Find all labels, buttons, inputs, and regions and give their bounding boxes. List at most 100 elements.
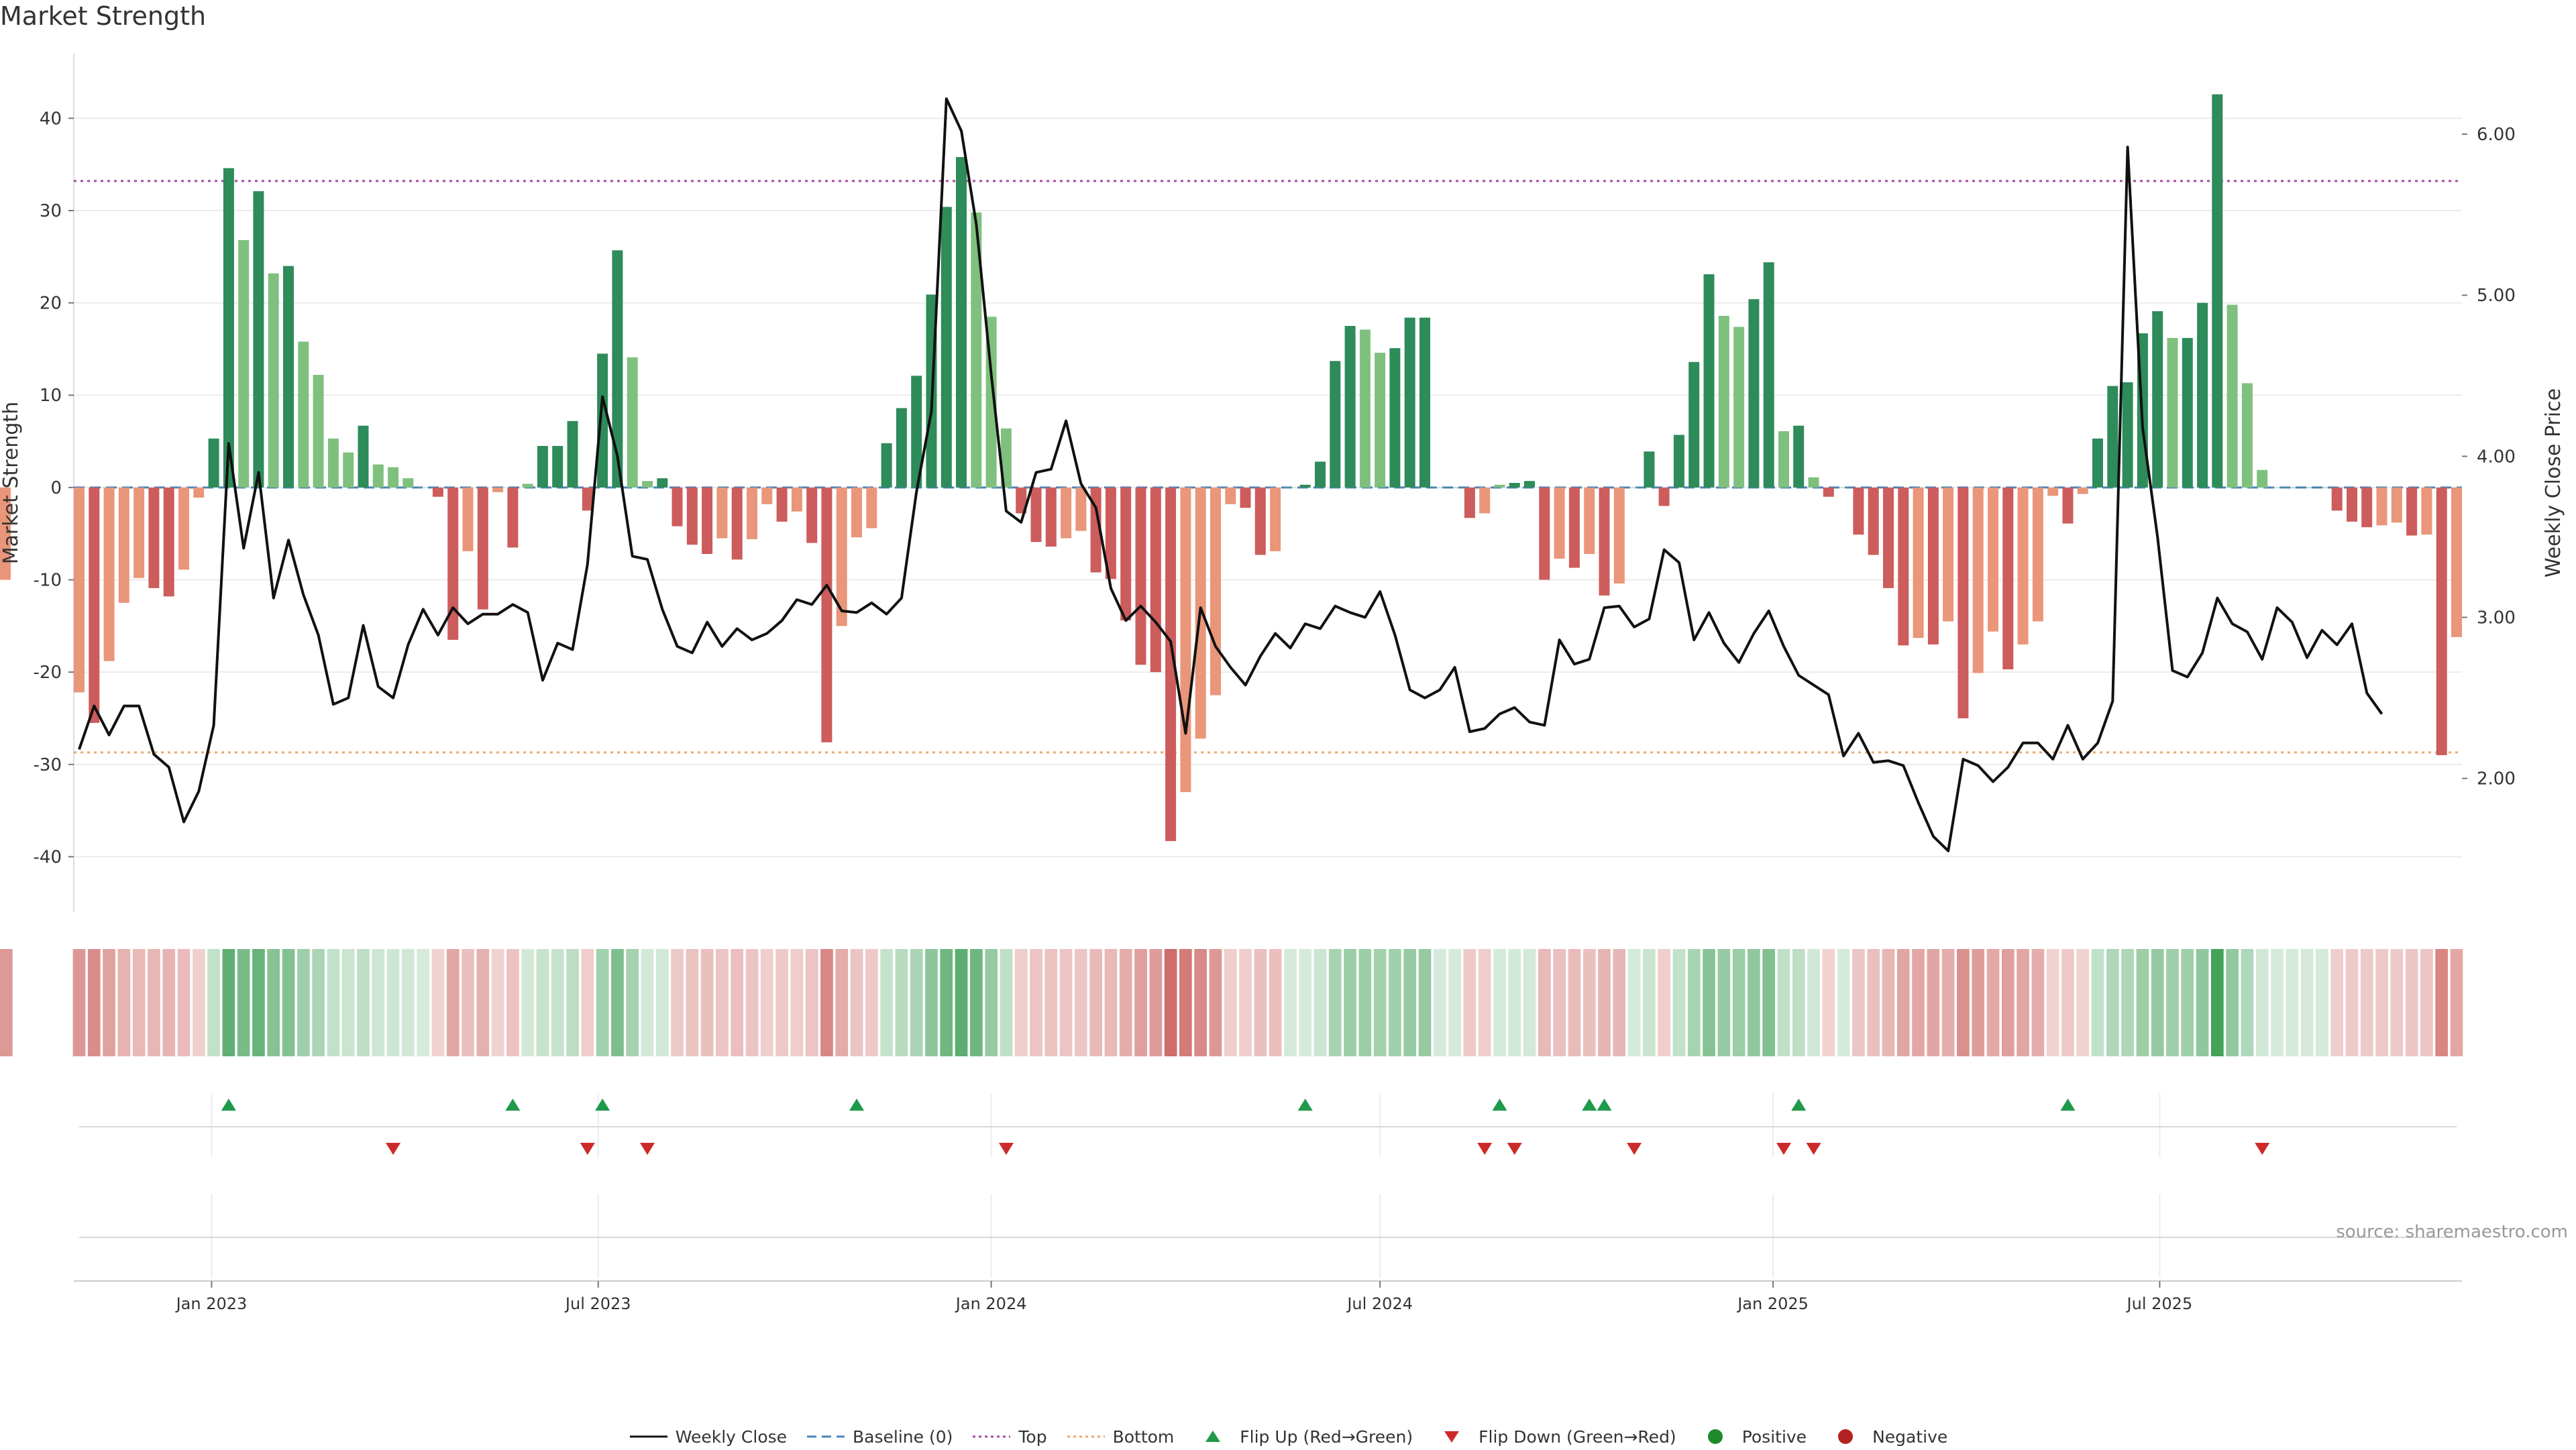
heat-tile	[2255, 949, 2269, 1056]
legend-item: Baseline (0)	[806, 1427, 953, 1447]
x-tick-label: Jul 2023	[564, 1294, 631, 1313]
strength-bar	[2092, 438, 2103, 488]
heat-tile	[1403, 949, 1417, 1056]
heat-tile	[117, 949, 131, 1056]
strength-bar	[1778, 431, 1789, 488]
legend-item: Flip Down (Green→Red)	[1432, 1427, 1676, 1447]
strength-bar	[1853, 487, 1864, 535]
heat-tile	[1179, 949, 1192, 1056]
strength-bar	[1599, 487, 1610, 596]
heat-tile	[1986, 949, 2000, 1056]
heat-tile	[72, 949, 86, 1056]
heat-tile	[2091, 949, 2104, 1056]
y-tick-label: 0	[50, 478, 62, 498]
strength-bar	[2451, 487, 2462, 637]
y2-tick-label: 3.00	[2477, 608, 2516, 628]
legend-label: Flip Down (Green→Red)	[1479, 1427, 1676, 1447]
strength-bar	[1330, 361, 1341, 488]
heat-tile	[1553, 949, 1566, 1056]
flip-down-marker	[1477, 1143, 1493, 1155]
strength-bar	[1972, 487, 1984, 673]
strength-bar	[1150, 487, 1161, 673]
strength-bar	[1120, 487, 1132, 621]
heat-tile	[805, 949, 818, 1056]
strength-bar	[2257, 469, 2268, 488]
strength-bar	[2436, 487, 2447, 755]
heat-tile	[1538, 949, 1551, 1056]
heat-tile	[1493, 949, 1506, 1056]
heat-strip	[0, 949, 2463, 1056]
heat-tile	[745, 949, 759, 1056]
strength-bar	[1344, 326, 1356, 488]
heat-tile	[1568, 949, 1581, 1056]
strength-bar	[911, 376, 922, 488]
strength-bar	[2421, 487, 2432, 535]
heat-tile	[2435, 949, 2448, 1056]
heat-tile	[2211, 949, 2224, 1056]
heat-tile	[282, 949, 295, 1056]
heat-tile	[1299, 949, 1312, 1056]
flip-up-marker	[221, 1099, 236, 1111]
heat-tile	[641, 949, 654, 1056]
strength-bar	[103, 487, 115, 661]
heat-tile	[1732, 949, 1746, 1056]
strength-bar	[836, 487, 847, 626]
y-tick-label: 40	[40, 109, 62, 129]
heat-tile	[506, 949, 519, 1056]
strength-bar	[761, 487, 773, 504]
strength-bar	[821, 487, 833, 742]
heat-tile	[1030, 949, 1042, 1056]
strength-bar	[1748, 299, 1760, 488]
heat-tile	[2076, 949, 2090, 1056]
strength-bar	[2152, 311, 2163, 488]
legend-item: Positive	[1695, 1427, 1807, 1447]
heat-tile	[1792, 949, 1805, 1056]
strength-bar	[358, 425, 369, 488]
heat-tile	[297, 949, 310, 1056]
flip-down-marker	[386, 1143, 401, 1155]
strength-bars	[0, 94, 2462, 841]
heat-tile	[1044, 949, 1058, 1056]
flip-up-marker	[1297, 1099, 1313, 1111]
heat-tile	[1328, 949, 1342, 1056]
heat-tile	[476, 949, 490, 1056]
heat-tile	[925, 949, 938, 1056]
flip-up-marker	[1597, 1099, 1612, 1111]
heat-tile	[2360, 949, 2373, 1056]
legend-swatch	[1205, 1431, 1221, 1442]
strength-bar	[1419, 317, 1430, 488]
strength-bar	[1868, 487, 1879, 555]
strength-bar	[672, 487, 683, 526]
heat-tile	[1717, 949, 1731, 1056]
heat-tile	[1627, 949, 1641, 1056]
heat-tile	[2002, 949, 2015, 1056]
strength-bar	[806, 487, 818, 543]
heat-tile	[985, 949, 998, 1056]
flip-up-marker	[1791, 1099, 1807, 1111]
y2-axis-label: Weekly Close Price	[2542, 388, 2565, 577]
heat-tile	[1239, 949, 1252, 1056]
heat-tile	[521, 949, 534, 1056]
heat-tile	[177, 949, 191, 1056]
heat-tile	[820, 949, 833, 1056]
heat-tile	[372, 949, 385, 1056]
strength-bar	[1554, 487, 1565, 559]
heat-tile	[327, 949, 340, 1056]
heat-tile	[1807, 949, 1820, 1056]
legend-label: Positive	[1741, 1427, 1807, 1447]
heat-tile	[193, 949, 205, 1056]
strength-bar	[372, 464, 384, 488]
heat-tile	[0, 949, 13, 1056]
legend-swatch	[807, 1435, 845, 1438]
y2-tick-label: 4.00	[2477, 447, 2516, 467]
heat-tile	[87, 949, 101, 1056]
heat-tile	[1075, 949, 1087, 1056]
heat-tile	[2226, 949, 2239, 1056]
strength-bar	[2167, 337, 2178, 488]
heat-tile	[431, 949, 445, 1056]
strength-bar	[193, 487, 205, 498]
heat-tile	[760, 949, 773, 1056]
heat-tile	[895, 949, 908, 1056]
x-tick-label: Jan 2023	[175, 1294, 248, 1313]
